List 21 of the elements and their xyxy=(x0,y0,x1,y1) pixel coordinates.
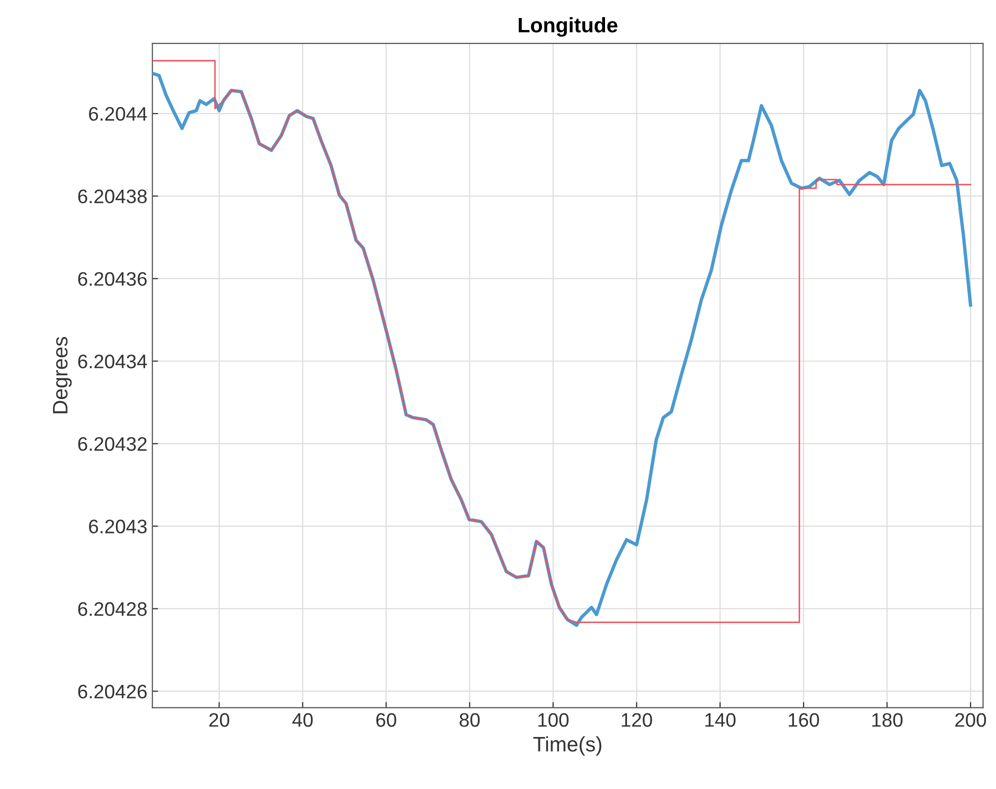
x-axis-title: Time(s) xyxy=(533,736,602,756)
x-tick-label: 100 xyxy=(538,713,569,727)
x-tick-label: 60 xyxy=(376,713,396,727)
y-tick-label: 6.2043 xyxy=(89,520,147,534)
x-tick-label: 140 xyxy=(705,713,736,727)
y-tick-label: 6.20434 xyxy=(78,354,147,368)
y-tick-label: 6.20438 xyxy=(78,190,147,204)
x-tick-label: 160 xyxy=(788,713,820,727)
y-tick-label: 6.20426 xyxy=(78,684,147,698)
y-axis-title: Degrees xyxy=(53,336,72,414)
y-tick-label: 6.20436 xyxy=(78,272,147,286)
x-tick-label: 20 xyxy=(209,713,230,727)
x-tick-label: 120 xyxy=(622,713,652,727)
x-tick-label: 200 xyxy=(955,713,986,727)
chart-title: Longitude xyxy=(518,17,618,37)
y-tick-label: 6.2044 xyxy=(89,107,147,121)
x-tick-label: 40 xyxy=(292,713,313,727)
y-tick-label: 6.20432 xyxy=(78,437,147,451)
x-tick-label: 80 xyxy=(460,713,480,727)
x-tick-label: 180 xyxy=(872,713,903,727)
y-tick-label: 6.20428 xyxy=(78,602,147,616)
